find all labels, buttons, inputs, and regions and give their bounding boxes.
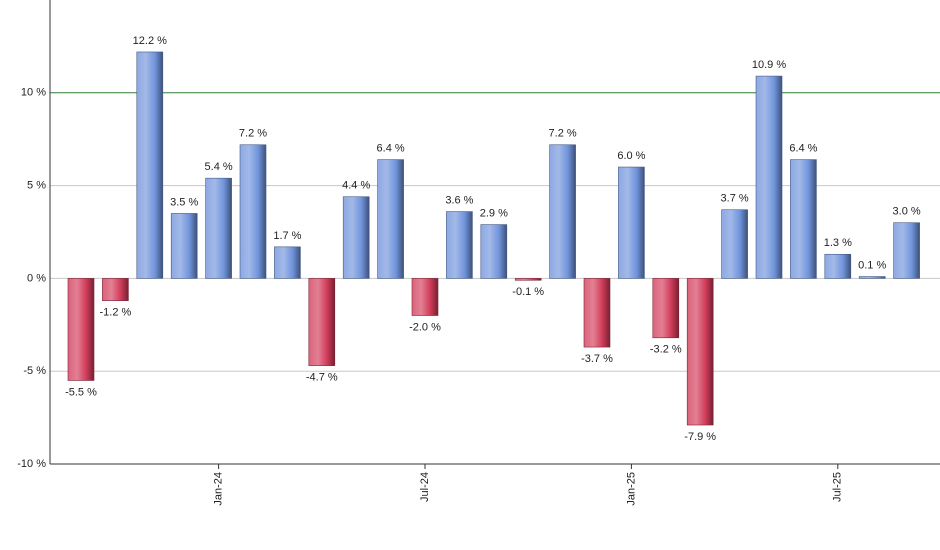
- bar: [411, 278, 439, 316]
- value-label: 6.4 %: [377, 143, 405, 155]
- y-tick-label: 10 %: [21, 87, 46, 99]
- bar: [583, 278, 611, 348]
- bar: [446, 211, 473, 279]
- value-label: -1.2 %: [100, 307, 132, 319]
- bar: [686, 278, 714, 426]
- value-label: 3.7 %: [721, 193, 749, 205]
- bar: [377, 159, 404, 279]
- value-label: 12.2 %: [133, 35, 167, 47]
- value-label: 6.0 %: [617, 150, 645, 162]
- value-label: 1.3 %: [824, 237, 852, 249]
- bar: [755, 75, 783, 279]
- value-label: 1.7 %: [273, 230, 301, 242]
- bar: [136, 51, 164, 279]
- bar: [274, 246, 301, 279]
- bar: [721, 209, 748, 279]
- value-label: 3.5 %: [170, 196, 198, 208]
- bar: [205, 177, 232, 279]
- bar: [824, 253, 852, 279]
- value-label: -3.2 %: [650, 344, 682, 356]
- bar: [67, 278, 95, 381]
- bar: [652, 278, 680, 339]
- value-label: 7.2 %: [239, 128, 267, 140]
- value-label: 3.0 %: [893, 206, 921, 218]
- value-label: 10.9 %: [752, 59, 786, 71]
- value-label: 6.4 %: [789, 143, 817, 155]
- bar: [102, 278, 129, 301]
- value-label: 0.1 %: [858, 259, 886, 271]
- value-label: -5.5 %: [65, 386, 97, 398]
- value-label: 3.6 %: [445, 194, 473, 206]
- value-label: -3.7 %: [581, 353, 613, 365]
- y-tick-label: -10 %: [17, 458, 46, 470]
- bar: [893, 222, 920, 279]
- value-label: -0.1 %: [512, 286, 544, 298]
- value-label: 4.4 %: [342, 180, 370, 192]
- value-label: -2.0 %: [409, 321, 441, 333]
- bar: [858, 276, 886, 279]
- y-tick-label: 5 %: [27, 180, 46, 192]
- x-tick-label: Jan-25: [625, 472, 637, 506]
- bar: [549, 144, 576, 279]
- bar: [618, 166, 645, 279]
- bar: [790, 159, 817, 279]
- x-tick-label: Jan-24: [213, 472, 225, 506]
- bar: [514, 278, 542, 281]
- bar: [480, 224, 508, 279]
- y-tick-label: 0 %: [27, 272, 46, 284]
- bar: [170, 213, 198, 279]
- value-label: -7.9 %: [684, 431, 716, 443]
- bar: [342, 196, 370, 279]
- value-label: 2.9 %: [480, 207, 508, 219]
- value-label: 7.2 %: [549, 128, 577, 140]
- bar: [239, 144, 267, 279]
- bar: [308, 278, 336, 366]
- x-tick-label: Jul-25: [832, 472, 844, 502]
- value-label: -4.7 %: [306, 372, 338, 384]
- value-label: 5.4 %: [205, 161, 233, 173]
- x-tick-label: Jul-24: [419, 472, 431, 502]
- y-tick-label: -5 %: [23, 365, 46, 377]
